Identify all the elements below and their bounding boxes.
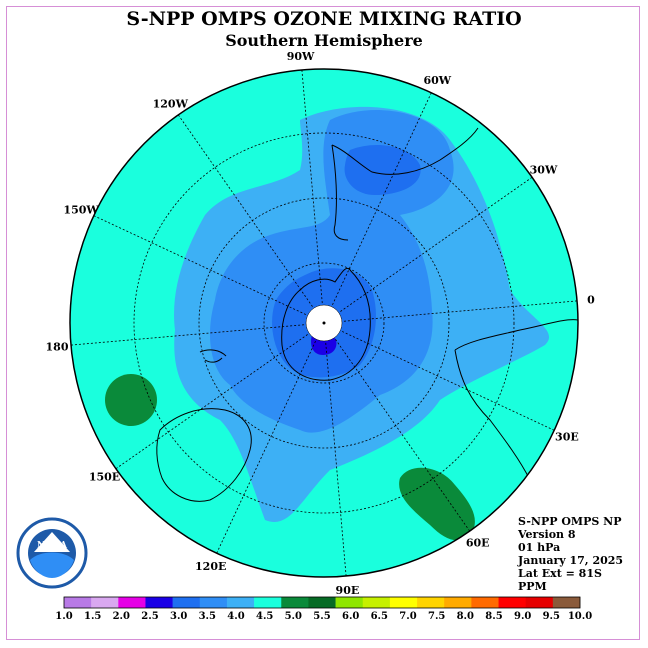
map-title: S-NPP OMPS OZONE MIXING RATIO <box>126 8 522 30</box>
colorbar-swatch <box>471 597 499 608</box>
colorbar-swatch <box>199 597 228 608</box>
colorbar-swatch <box>308 597 336 608</box>
colorbar-tick-label: 6.5 <box>371 611 388 622</box>
latitude-ring-45s <box>198 197 450 449</box>
info-pressure: 01 hPa <box>518 541 561 554</box>
colorbar-tick-label: 4.0 <box>227 611 244 622</box>
colorbar-swatch <box>389 597 418 608</box>
longitude-labels: 90W 60W 30W 0 30E 60E 90E 120E 150E 180 150W 120W <box>46 50 596 597</box>
africa-coast <box>454 319 578 481</box>
colorbar-tick-label: 1.0 <box>55 611 72 622</box>
colorbar-swatch <box>91 597 119 608</box>
info-lat-ext: Lat Ext = 81S <box>518 567 602 580</box>
high-patch-west <box>105 374 157 426</box>
colorbar-tick-label: 4.5 <box>256 611 273 622</box>
info-units: PPM <box>518 580 547 593</box>
colorbar-swatch <box>226 597 255 608</box>
longitude-label: 0 <box>587 294 595 307</box>
antarctica-coast <box>281 267 371 381</box>
colorbar-tick-label: 9.5 <box>543 611 560 622</box>
longitude-label: 90E <box>336 584 360 597</box>
longitude-label: 60W <box>423 74 451 87</box>
contour-3-0-north <box>344 145 421 195</box>
colorbar-swatch <box>362 597 391 608</box>
colorbar-swatch <box>525 597 554 608</box>
map-subtitle: Southern Hemisphere <box>225 31 423 50</box>
colorbar-swatch <box>172 597 201 608</box>
info-product: S-NPP OMPS NP <box>518 515 622 528</box>
colorbar-tick-label: 9.0 <box>514 611 531 622</box>
longitude-label: 180 <box>46 340 69 353</box>
colorbar-swatch <box>254 597 282 608</box>
high-patch-east <box>399 467 475 541</box>
svg-text:NOAA: NOAA <box>37 541 68 551</box>
colorbar-tick-label: 1.5 <box>84 611 101 622</box>
colorbar-swatch <box>281 597 309 608</box>
colorbar-swatch <box>64 597 92 608</box>
longitude-label: 150E <box>89 471 120 484</box>
australia-coast <box>156 408 252 502</box>
coastlines <box>156 127 578 502</box>
longitude-label: 90W <box>287 50 315 63</box>
colorbar-swatch <box>118 597 146 608</box>
colorbar-tick-label: 8.0 <box>457 611 474 622</box>
colorbar-swatch <box>552 597 581 608</box>
colorbar-tick-label: 5.0 <box>285 611 302 622</box>
latitude-ring-60s <box>263 262 385 384</box>
colorbar-tick-label: 8.5 <box>485 611 502 622</box>
info-date: January 17, 2025 <box>518 554 624 567</box>
colorbar-tick-label: 2.0 <box>113 611 130 622</box>
latitude-ring-30s <box>133 132 515 514</box>
longitude-label: 150W <box>63 204 99 217</box>
info-version: Version 8 <box>518 528 576 541</box>
south-america-coast <box>331 127 479 241</box>
colorbar-swatch <box>335 597 364 608</box>
colorbar-tick-label: 6.0 <box>342 611 359 622</box>
longitude-label: 60E <box>466 537 490 550</box>
longitude-label: 120E <box>195 560 226 573</box>
map-boundary <box>69 68 579 578</box>
longitude-label: 30E <box>555 430 579 443</box>
longitude-label: 120W <box>153 98 189 111</box>
colorbar-tick-label: 10.0 <box>568 611 592 622</box>
colorbar-tick-label: 3.0 <box>170 611 187 622</box>
colorbar-swatch <box>444 597 472 608</box>
colorbar-tick-label: 7.5 <box>428 611 445 622</box>
colorbar-swatch <box>498 597 526 608</box>
colorbar-swatch <box>145 597 173 608</box>
pole-marker <box>322 321 326 325</box>
colorbar-tick-label: 7.0 <box>399 611 416 622</box>
colorbar-border <box>63 596 581 609</box>
longitude-label: 30W <box>530 163 558 176</box>
colorbar-tick-label: 2.5 <box>141 611 158 622</box>
colorbar: 1.0 1.5 2.0 2.5 3.0 3.5 4.0 4.5 5.0 5.5 6.0 6.5 7.0 7… <box>55 596 592 622</box>
colorbar-tick-label: 3.5 <box>199 611 216 622</box>
graticule <box>70 69 578 577</box>
figure-frame <box>6 6 640 640</box>
noaa-logo: NOAA <box>16 517 88 589</box>
colorbar-swatch <box>417 597 445 608</box>
colorbar-tick-label: 5.5 <box>313 611 330 622</box>
